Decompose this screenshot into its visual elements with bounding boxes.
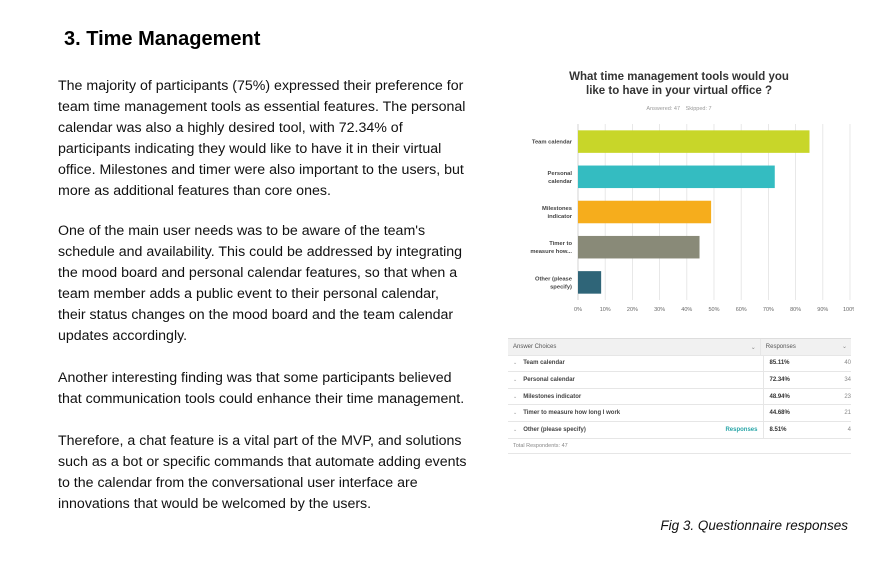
chart-title-line: What time management tools would you	[569, 71, 789, 83]
category-label: Timer to	[549, 241, 572, 247]
response-percent: 72.34%	[769, 376, 790, 383]
category-label: Personal	[548, 171, 573, 177]
category-label: indicator	[548, 214, 573, 220]
table-header: Answer Choices ⌄ Responses ⌄	[508, 338, 851, 356]
chart-title-line: like to have in your virtual office ?	[586, 85, 772, 97]
response-count: 40	[844, 360, 851, 367]
table-footer: Total Respondents: 47	[508, 439, 851, 454]
bar	[578, 200, 712, 224]
answer-choice: Timer to measure how long I work	[523, 410, 621, 417]
bar	[578, 235, 700, 259]
x-tick-label: 10%	[600, 307, 611, 313]
paragraph-1: The majority of participants (75%) expre…	[58, 78, 466, 199]
x-tick-label: 20%	[627, 307, 638, 313]
answer-choice: Milestones indicator	[523, 393, 582, 400]
response-percent: 44.68%	[769, 410, 790, 417]
bar	[578, 165, 775, 189]
response-percent: 8.51%	[769, 426, 787, 433]
responses-link[interactable]: Responses	[725, 426, 758, 433]
figure-caption: Fig 3. Questionnaire responses	[660, 518, 848, 533]
expand-chevron-icon[interactable]: ⌄	[513, 360, 518, 367]
x-tick-label: 80%	[790, 307, 801, 313]
answer-choice: Other (please specify)	[523, 426, 586, 433]
expand-chevron-icon[interactable]: ⌄	[513, 426, 518, 433]
category-label: measure how...	[530, 249, 572, 255]
section-heading: 3. Time Management	[64, 28, 261, 50]
skipped-count: Skipped: 7	[685, 106, 712, 112]
sort-caret-icon[interactable]: ⌄	[750, 344, 756, 351]
expand-chevron-icon[interactable]: ⌄	[513, 393, 518, 400]
response-percent: 48.94%	[769, 393, 790, 400]
category-label: Team calendar	[532, 140, 573, 146]
category-label: calendar	[548, 179, 573, 185]
category-label: specify)	[550, 284, 572, 290]
paragraph-4: Therefore, a chat feature is a vital par…	[58, 433, 467, 512]
bar-chart-svg: 0% 10% 20% 30% 40% 50% 60% 70% 80% 90% 100% Team ca…	[530, 124, 854, 313]
expand-chevron-icon[interactable]: ⌄	[513, 376, 518, 383]
table-row: ⌄ Milestones indicator 48.94% 23	[508, 388, 851, 406]
bar	[578, 130, 810, 153]
x-tick-label: 70%	[763, 307, 774, 313]
response-meta: Answered: 47 Skipped: 7	[504, 106, 854, 112]
x-tick-label: 90%	[817, 307, 828, 313]
x-tick-label: 100%	[843, 307, 854, 313]
x-tick-label: 50%	[708, 307, 719, 313]
expand-chevron-icon[interactable]: ⌄	[513, 410, 518, 417]
bar	[578, 271, 602, 294]
table-row: ⌄ Team calendar 85.11% 40	[508, 355, 851, 373]
paragraph-3: Another interesting finding was that som…	[58, 370, 465, 407]
answer-choice: Personal calendar	[523, 376, 575, 383]
x-tick-label: 0%	[574, 307, 582, 313]
responses-table: Answer Choices ⌄ Responses ⌄ ⌄ Team calen…	[508, 338, 851, 454]
table-row: ⌄ Other (please specify) Responses 8.51% 4	[508, 421, 851, 439]
category-label: Milestones	[542, 206, 572, 212]
category-label: Other (please	[535, 276, 573, 282]
answer-choice: Team calendar	[523, 360, 565, 367]
answered-count: Answered: 47	[646, 106, 681, 112]
paragraph-2: One of the main user needs was to be awa…	[58, 223, 463, 344]
response-count: 4	[847, 426, 851, 433]
response-count: 34	[844, 376, 851, 383]
header-answer-choices: Answer Choices	[513, 343, 557, 350]
response-count: 23	[844, 393, 851, 400]
table-row: ⌄ Personal calendar 72.34% 34	[508, 372, 851, 389]
sort-caret-icon[interactable]: ⌄	[841, 344, 847, 351]
response-count: 21	[844, 410, 851, 417]
table-row: ⌄ Timer to measure how long I work 44.68% 2…	[508, 405, 851, 422]
survey-chart: What time management tools would you lik…	[504, 66, 854, 322]
x-tick-label: 60%	[736, 307, 747, 313]
x-tick-label: 40%	[681, 307, 692, 313]
header-responses: Responses	[765, 343, 796, 350]
x-tick-label: 30%	[654, 307, 665, 313]
chart-title: What time management tools would you lik…	[504, 70, 854, 98]
response-percent: 85.11%	[769, 360, 790, 367]
